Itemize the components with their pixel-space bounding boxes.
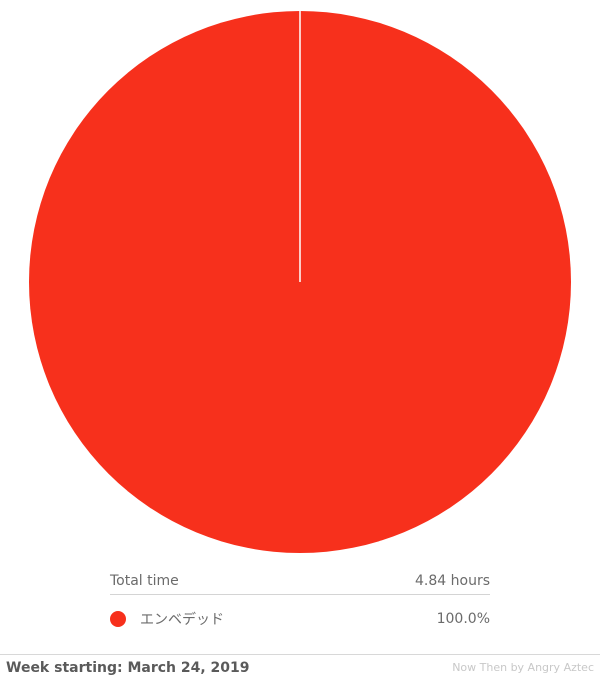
- footer: Week starting: March 24, 2019 Now Then b…: [0, 654, 600, 680]
- pie-chart: [29, 11, 571, 553]
- app-credit: Now Then by Angry Aztec: [452, 661, 594, 674]
- pie-chart-svg: [29, 11, 571, 553]
- legend-row: エンベデッド 100.0%: [110, 606, 490, 632]
- legend-label: エンベデッド: [140, 612, 224, 628]
- legend-dot-icon: [110, 611, 126, 627]
- legend-percent: 100.0%: [436, 611, 490, 627]
- total-time-label: Total time: [110, 573, 179, 589]
- total-time-value: 4.84 hours: [415, 573, 490, 589]
- legend-entry: エンベデッド: [110, 609, 224, 629]
- week-starting-text: Week starting: March 24, 2019: [6, 659, 250, 676]
- total-time-row: Total time 4.84 hours: [110, 568, 490, 595]
